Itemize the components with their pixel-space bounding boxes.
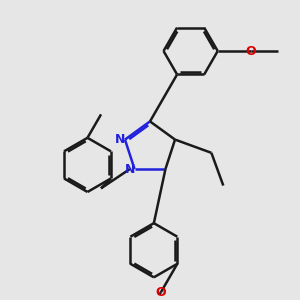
Text: N: N [125, 163, 135, 176]
Text: N: N [115, 133, 125, 146]
Text: O: O [245, 44, 256, 58]
Text: O: O [156, 286, 166, 299]
